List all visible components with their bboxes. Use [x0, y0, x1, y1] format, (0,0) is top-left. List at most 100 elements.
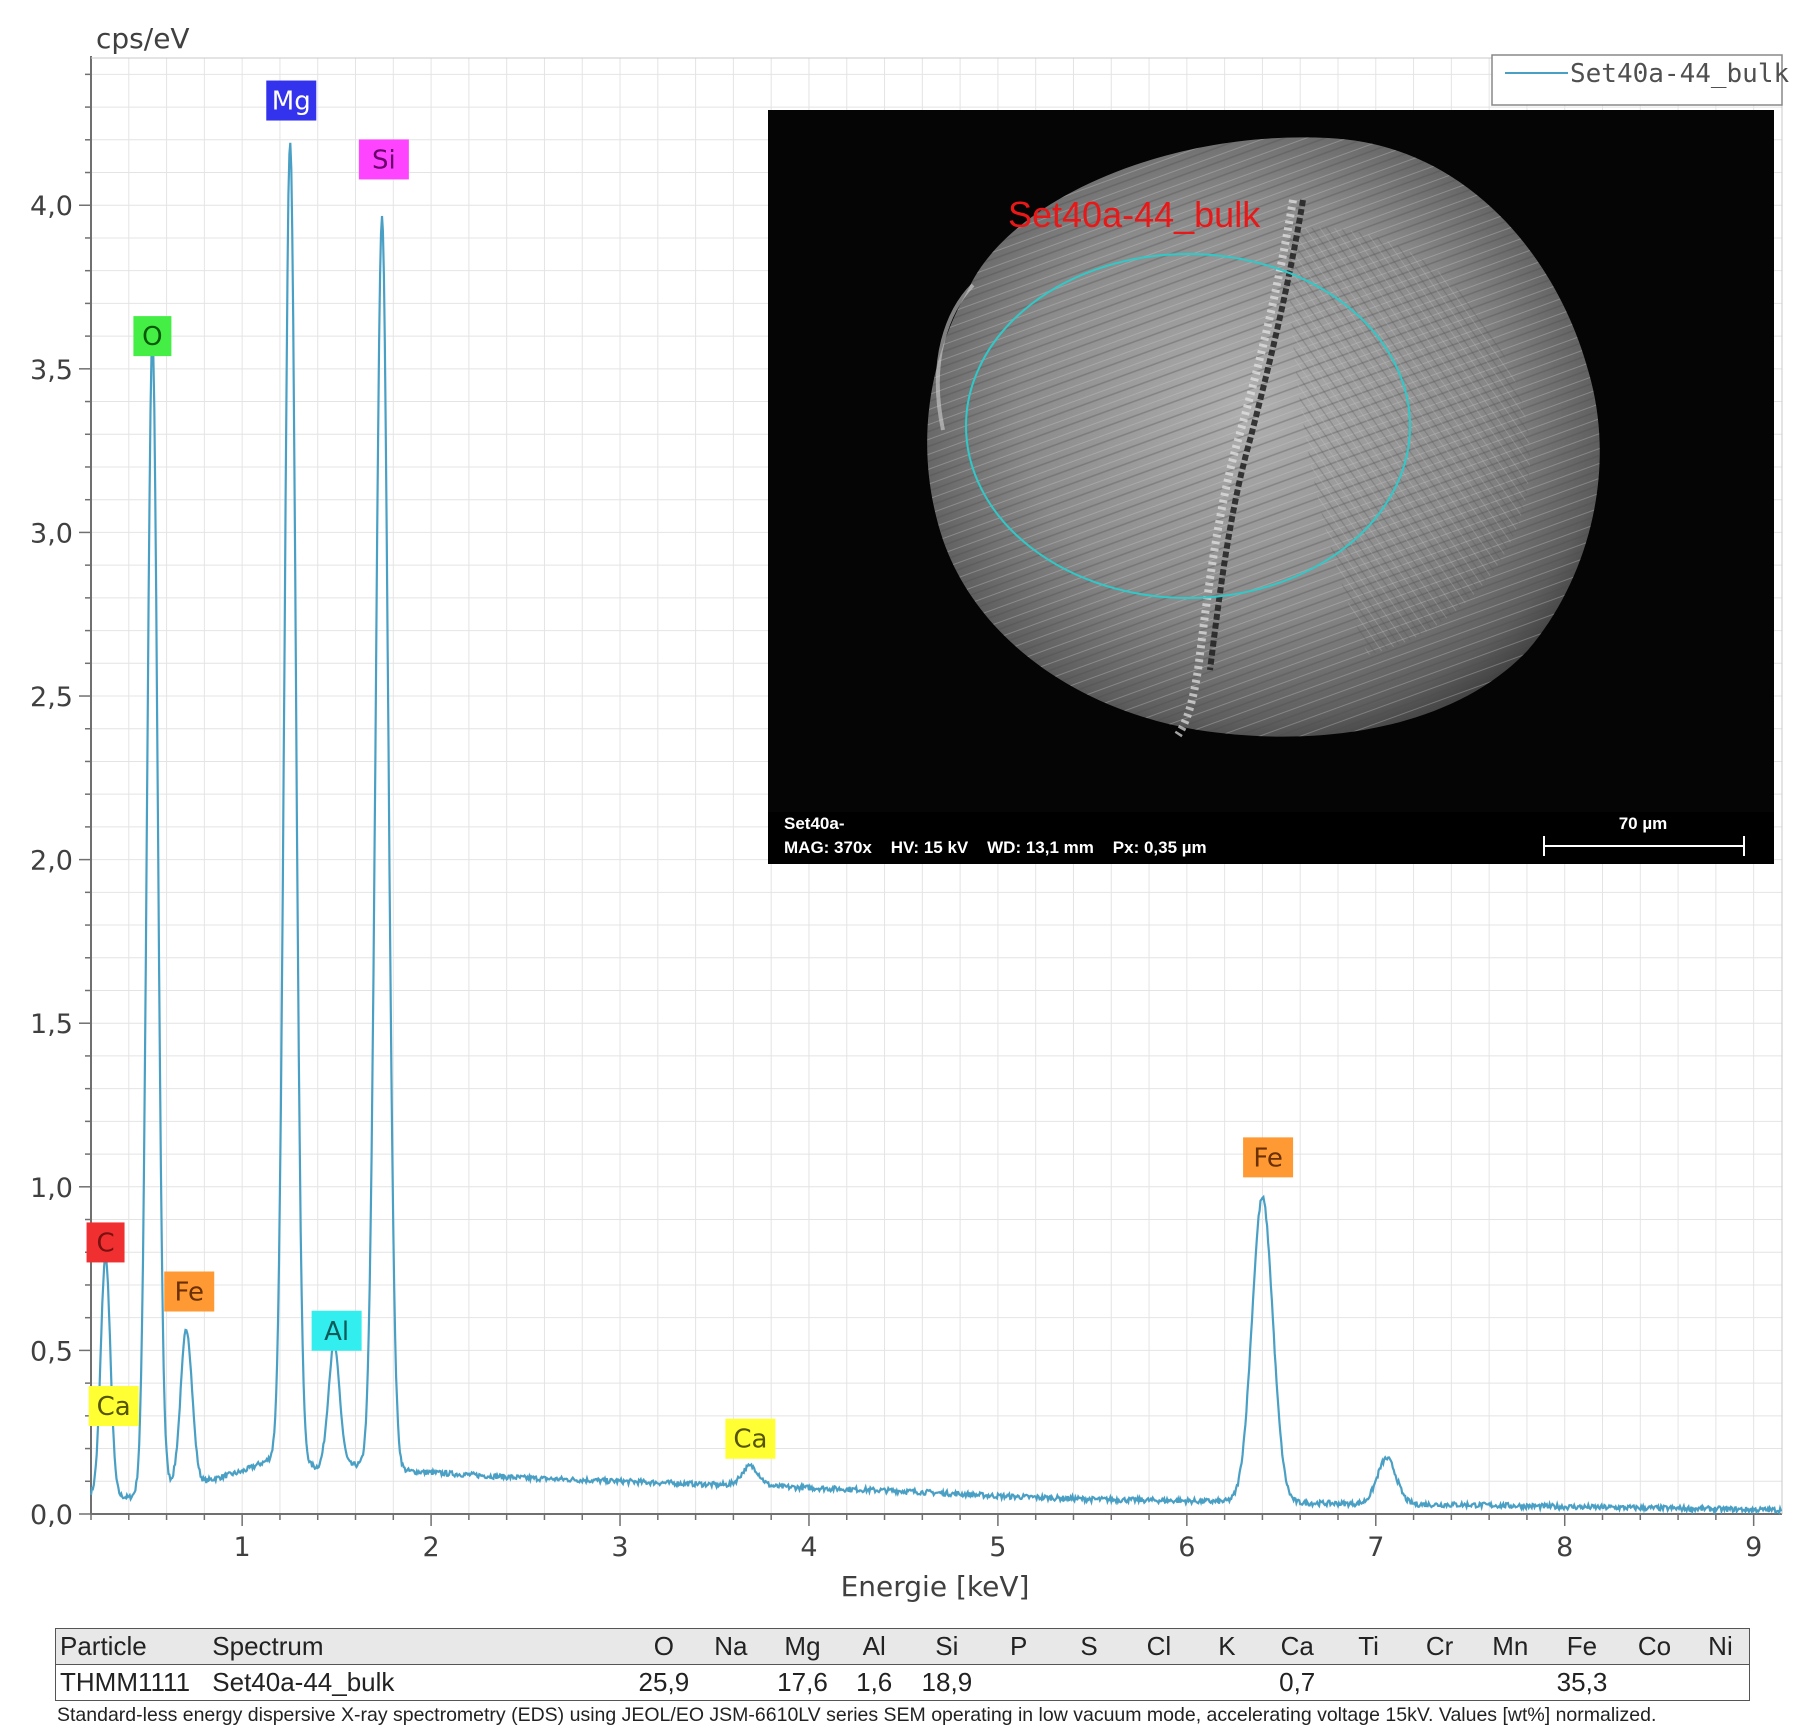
y-tick-label: 0,0: [30, 1500, 73, 1531]
peak-label-c: C: [86, 1222, 125, 1263]
peak-label-text: Si: [372, 145, 396, 175]
peak-label-si: Si: [358, 139, 409, 180]
table-cell: [693, 1665, 764, 1701]
column-header: Particle: [60, 1631, 147, 1661]
y-tick-label: 1,5: [30, 1009, 73, 1040]
footnote: Standard-less energy dispersive X-ray sp…: [57, 1704, 1657, 1726]
column-header: P: [1010, 1631, 1028, 1661]
peak-label-box: [725, 1418, 776, 1459]
column-header: S: [1080, 1631, 1098, 1661]
y-tick-label: 4,0: [30, 191, 73, 222]
column-header: Ni: [1708, 1631, 1733, 1661]
sem-region-label: Set40a-44_bulk: [1008, 194, 1261, 235]
column-header: Na: [714, 1631, 748, 1661]
y-tick-label: 2,0: [30, 846, 73, 877]
sem-micrograph: [768, 110, 1774, 812]
table-cell: THMM1111: [60, 1667, 191, 1697]
column-header: Ti: [1358, 1631, 1379, 1661]
y-tick-label: 2,5: [30, 682, 73, 713]
legend-box: [1491, 54, 1783, 106]
peak-label-box: [86, 1222, 125, 1263]
table-cell: [1474, 1665, 1543, 1701]
table-cell: 0,7: [1279, 1667, 1316, 1697]
x-tick-label: 5: [989, 1532, 1006, 1563]
y-tick-label: 3,5: [30, 355, 73, 386]
column-header: Ca: [1280, 1631, 1314, 1661]
sem-sample-name: Set40a-: [784, 814, 845, 833]
spectrum-line: [89, 142, 1783, 1516]
table-cell: [1123, 1665, 1191, 1701]
composition-table: Particle Spectrum O Na Mg Al Si P S Cl K Ca Ti Cr Mn Fe…: [55, 1628, 1750, 1701]
scale-bar: [1543, 836, 1745, 856]
column-header: Cl: [1146, 1631, 1172, 1661]
column-header: Si: [935, 1631, 959, 1661]
x-axis-title: Energie [keV]: [841, 1570, 1030, 1603]
table-cell: 18,9: [921, 1667, 973, 1697]
column-header: K: [1218, 1631, 1236, 1661]
table-cell: Set40a-44_bulk: [212, 1667, 395, 1697]
y-axis-title: cps/eV: [96, 22, 190, 55]
sem-info-bar: Set40a- MAG: 370x HV: 15 kV WD: 13,1 mm …: [768, 812, 1774, 864]
x-tick-label: 1: [234, 1532, 251, 1563]
peak-label-al: Al: [311, 1310, 362, 1351]
sem-parameters: MAG: 370x HV: 15 kV WD: 13,1 mm Px: 0,35…: [784, 838, 1207, 857]
x-tick-label: 7: [1367, 1532, 1384, 1563]
peak-label-text: Fe: [174, 1278, 204, 1308]
table-cell: [1401, 1665, 1473, 1701]
peak-label-text: Mg: [272, 87, 311, 117]
peak-label-box: [88, 1386, 139, 1427]
table-cell: [1688, 1665, 1750, 1701]
table-cell: 25,9: [638, 1667, 690, 1697]
table-cell: [1191, 1665, 1259, 1701]
x-tick-label: 3: [611, 1532, 628, 1563]
peak-label-text: Fe: [1253, 1143, 1283, 1173]
column-header: Cr: [1425, 1631, 1454, 1661]
sem-image-inset: Set40a-44_bulk Set40a- MAG: 370x HV: 15 …: [768, 110, 1774, 864]
peak-label-text: O: [142, 322, 162, 352]
table-cell: 17,6: [777, 1667, 828, 1697]
legend: Set40a-44_bulk: [1491, 54, 1789, 106]
x-tick-label: 2: [422, 1532, 439, 1563]
peak-label-ca: Ca: [88, 1386, 139, 1427]
x-tick-labels: 1 2 3 4 5 6 7 8 9: [234, 1532, 1763, 1563]
peak-label-ca: Ca: [725, 1418, 776, 1459]
column-header: Spectrum: [212, 1631, 324, 1661]
peak-label-box: [133, 316, 172, 357]
table-body: THMM1111 Set40a-44_bulk 25,9 17,6 1,6 18,9 0,7…: [55, 1664, 1750, 1701]
table-cell: 1,6: [856, 1667, 893, 1697]
y-tick-labels: 0,0 0,5 1,0 1,5 2,0 2,5 3,0 3,5 4,0: [30, 191, 73, 1531]
y-tick-label: 1,0: [30, 1173, 73, 1204]
table-cell: 35,3: [1556, 1667, 1608, 1697]
peak-label-o: O: [133, 316, 172, 357]
peak-label-text: Al: [324, 1317, 349, 1347]
table-cell: [1051, 1665, 1122, 1701]
peak-label-text: Ca: [733, 1425, 767, 1455]
column-header: Fe: [1566, 1631, 1598, 1661]
table-header-row: Particle Spectrum O Na Mg Al Si P S Cl K Ca Ti Cr Mn Fe…: [55, 1628, 1750, 1665]
table-row: THMM1111 Set40a-44_bulk 25,9 17,6 1,6 18,9 0,7…: [55, 1664, 1750, 1701]
peak-label-mg: Mg: [266, 80, 317, 121]
peak-label-box: [266, 80, 317, 121]
table-cell: [1332, 1665, 1402, 1701]
x-tick-label: 8: [1556, 1532, 1573, 1563]
axes: [79, 56, 1783, 1526]
peak-label-fe: Fe: [1243, 1137, 1294, 1178]
y-tick-label: 3,0: [30, 518, 73, 549]
scale-bar-label: 70 µm: [1618, 814, 1668, 833]
peak-label-text: C: [96, 1228, 114, 1258]
column-header: O: [653, 1631, 674, 1661]
column-header: Al: [862, 1631, 886, 1661]
column-header: Mg: [784, 1631, 821, 1661]
peak-label-fe: Fe: [164, 1271, 215, 1312]
column-header: Co: [1637, 1631, 1672, 1661]
legend-entry: Set40a-44_bulk: [1570, 59, 1789, 89]
x-tick-label: 6: [1178, 1532, 1195, 1563]
x-tick-label: 4: [800, 1532, 817, 1563]
peak-label-text: Ca: [97, 1392, 131, 1422]
table-cell: [1617, 1665, 1688, 1701]
particle: [927, 137, 1600, 738]
x-tick-label: 9: [1745, 1532, 1762, 1563]
peak-label-box: [164, 1271, 215, 1312]
peak-labels: C Ca O Fe Mg Al Si Ca Fe: [86, 80, 1294, 1459]
column-header: Mn: [1492, 1631, 1529, 1661]
